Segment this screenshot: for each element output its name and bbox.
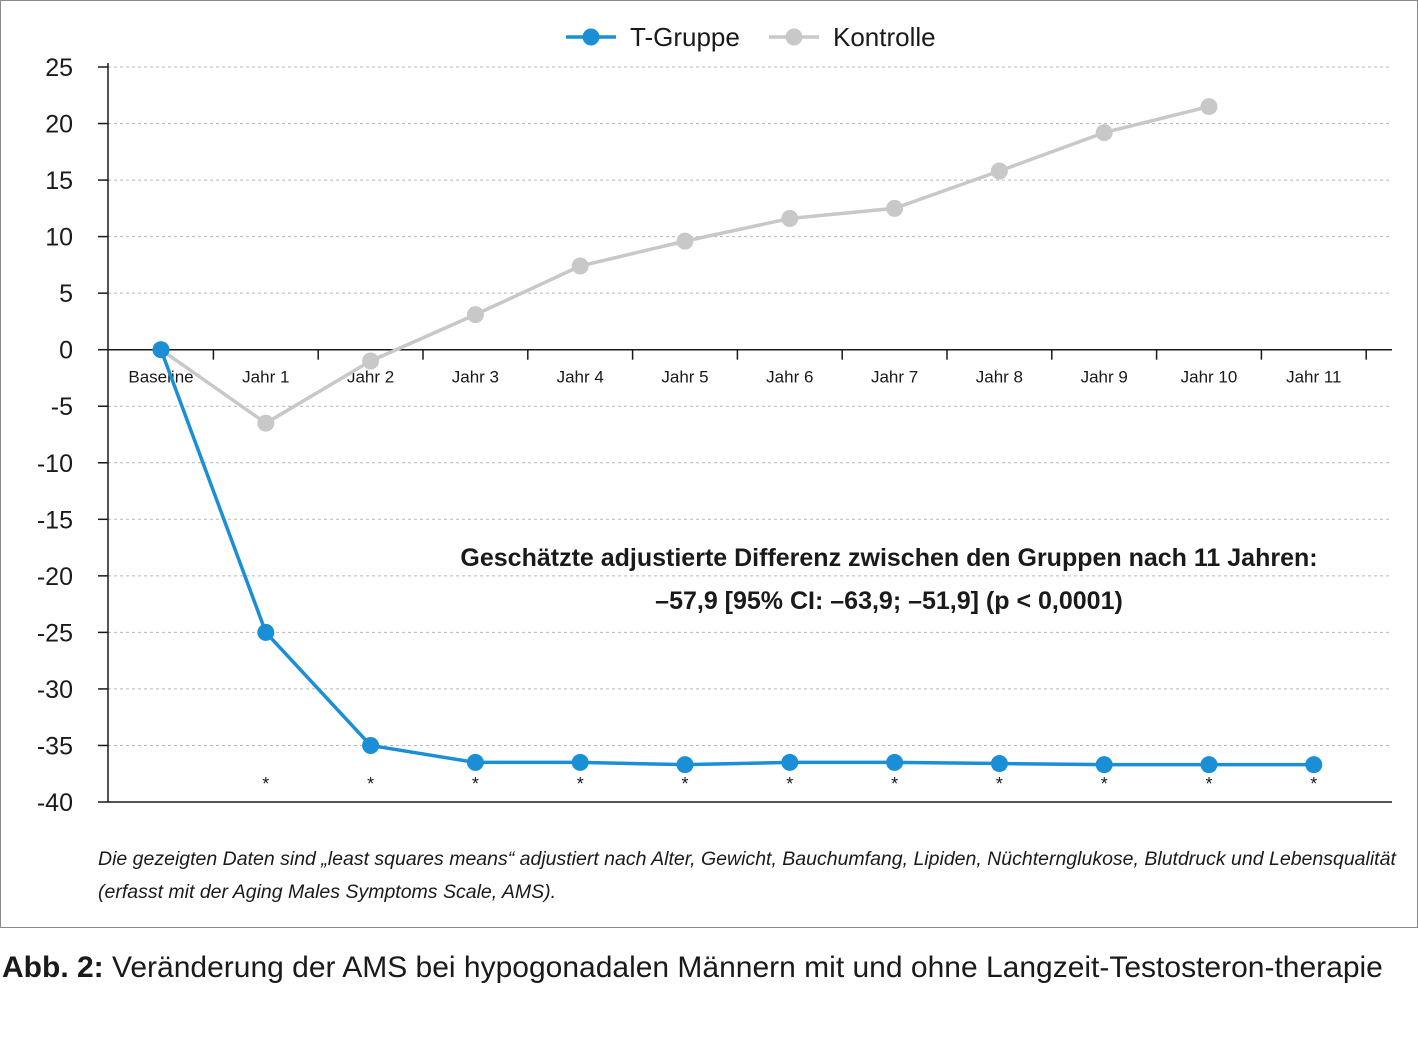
legend-swatch-marker [785,28,803,46]
y-tick-label: 25 [45,54,73,82]
y-tick-label: -15 [37,506,73,534]
data-point [362,736,380,754]
significance-marker: * [367,774,374,794]
x-tick-label: Jahr 5 [661,368,708,387]
series-layer [152,98,1323,774]
significance-marker: * [1310,774,1317,794]
y-tick-label: -20 [37,563,73,591]
figure-caption: Abb. 2: Veränderung der AMS bei hypogona… [2,944,1412,992]
data-point [990,755,1008,773]
legend-label: Kontrolle [833,22,936,52]
y-tick-label: 5 [59,280,73,308]
y-tick-label: -5 [51,393,73,421]
significance-marker: * [786,774,793,794]
x-tick-label: Jahr 6 [766,368,813,387]
x-axis-tick-labels: Baseline Jahr 1 Jahr 2 Jahr 3 Jahr 4 Jahr 5 Ja… [128,368,1341,387]
legend: T-Gruppe Kontrolle [566,22,936,52]
x-tick-label: Jahr 7 [871,368,918,387]
caption-text: Veränderung der AMS bei hypogonadalen Mä… [103,951,1383,984]
data-point [1095,124,1113,142]
annotation-line: –57,9 [95% CI: –63,9; –51,9] (p < 0,0001… [655,587,1123,615]
data-point [257,623,275,641]
series-line [159,349,1314,767]
data-point [886,753,904,771]
data-point [152,341,170,359]
x-tick-label: Jahr 1 [242,368,289,387]
y-tick-label: -35 [37,732,73,760]
y-tick-label: 20 [45,111,73,139]
footnote: Die gezeigten Daten sind „least squares … [98,848,1396,903]
x-tick-label: Baseline [128,368,193,387]
axes [98,63,1392,803]
legend-swatch-marker [582,28,600,46]
y-tick-label: -40 [37,789,73,817]
y-axis-tick-labels: 25 20 15 10 5 0 -5 -10 -15 -20 -25 -30 -35 -40 [37,54,73,817]
x-tick-label: Jahr 3 [452,368,499,387]
annotation-line: Geschätzte adjustierte Differenz zwische… [460,544,1317,572]
y-tick-label: -10 [37,450,73,478]
data-point [781,753,799,771]
data-point [257,414,275,432]
x-tick-label: Jahr 9 [1081,368,1128,387]
legend-label: T-Gruppe [630,22,740,52]
line-chart: 25 20 15 10 5 0 -5 -10 -15 -20 -25 -30 -35 -40 Baseli… [37,22,1392,817]
data-point [781,210,799,228]
significance-marker: * [577,774,584,794]
significance-marker: * [996,774,1003,794]
data-point [990,162,1008,180]
significance-marker: * [891,774,898,794]
x-tick-label: Jahr 4 [557,368,604,387]
significance-marker: * [472,774,479,794]
significance-marker: * [262,774,269,794]
data-point [466,753,484,771]
data-point [1200,98,1218,116]
x-tick-label: Jahr 2 [347,368,394,387]
y-tick-label: -25 [37,619,73,647]
y-tick-label: 10 [45,224,73,252]
data-point [362,352,380,370]
data-point [1095,756,1113,774]
significance-marker: * [1205,774,1212,794]
data-point [571,257,589,275]
caption-label: Abb. 2: [2,951,104,984]
figure-frame: 25 20 15 10 5 0 -5 -10 -15 -20 -25 -30 -35 -40 Baseli… [0,0,1418,928]
significance-marker: * [1101,774,1108,794]
x-tick-label: Jahr 10 [1181,368,1238,387]
difference-annotation: Geschätzte adjustierte Differenz zwische… [460,544,1317,615]
data-point [571,753,589,771]
y-tick-label: 0 [59,337,73,365]
significance-markers: * * * * * * * * * * * [262,774,1317,794]
x-tick-label: Jahr 8 [976,368,1023,387]
data-point [1305,756,1323,774]
x-tick-label: Jahr 11 [1286,368,1341,387]
gridlines [108,66,1392,746]
y-tick-label: 15 [45,167,73,195]
data-point [466,306,484,324]
data-point [676,232,694,250]
y-tick-label: -30 [37,676,73,704]
data-point [1200,756,1218,774]
significance-marker: * [681,774,688,794]
data-point [676,756,694,774]
data-point [886,199,904,217]
